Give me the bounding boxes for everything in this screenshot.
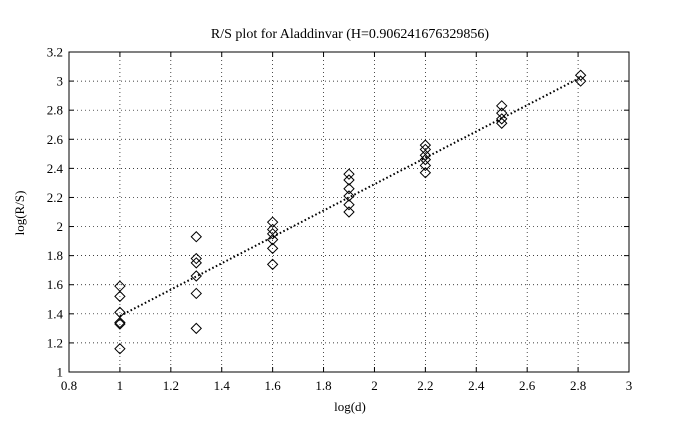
fit-line-layer — [119, 76, 582, 317]
data-point — [266, 216, 279, 228]
x-tick-label: 0.8 — [61, 378, 77, 393]
plot-frame — [68, 51, 630, 373]
data-point — [574, 69, 587, 81]
data-point — [343, 174, 355, 186]
y-tick-label: 1.2 — [47, 335, 63, 350]
y-tick-label: 2.2 — [47, 190, 63, 205]
data-point — [190, 270, 202, 282]
data-point — [574, 75, 587, 87]
x-tick-label: 2.4 — [468, 378, 485, 393]
x-tick-label: 1.4 — [214, 378, 231, 393]
data-point — [266, 258, 279, 271]
data-point — [343, 206, 355, 218]
data-point — [266, 228, 279, 240]
data-point — [190, 231, 202, 243]
y-tick-label: 2.4 — [47, 161, 64, 176]
data-point — [496, 100, 508, 112]
x-tick-label: 1.2 — [163, 378, 179, 393]
fit-line — [119, 76, 582, 317]
data-point — [419, 153, 432, 166]
y-tick-label: 3 — [57, 74, 64, 89]
data-point — [343, 190, 355, 202]
data-point — [343, 168, 355, 180]
x-tick-label: 2.2 — [417, 378, 433, 393]
y-tick-label: 3.2 — [47, 45, 63, 60]
x-tick-label: 2.6 — [519, 378, 536, 393]
data-point — [114, 290, 126, 303]
data-point — [496, 117, 508, 129]
tick-marks — [68, 51, 630, 373]
data-point — [343, 183, 355, 195]
x-tick-label: 1 — [117, 378, 124, 393]
data-point — [419, 167, 432, 179]
data-point — [343, 199, 355, 211]
grid — [69, 52, 629, 372]
data-point — [190, 252, 202, 265]
y-tick-label: 2.6 — [47, 132, 64, 147]
y-tick-label: 1.8 — [47, 248, 63, 263]
x-tick-label: 1.8 — [315, 378, 331, 393]
data-point — [266, 233, 279, 246]
data-point — [114, 280, 126, 292]
x-tick-label: 2 — [371, 378, 378, 393]
data-point — [496, 107, 508, 119]
chart-title: R/S plot for Aladdinvar (H=0.90624167632… — [211, 27, 489, 42]
x-tick-label: 1.6 — [265, 378, 282, 393]
x-tick-label: 2.8 — [570, 378, 586, 393]
y-tick-label: 2.8 — [47, 103, 63, 118]
data-point — [190, 322, 202, 335]
y-tick-label: 1.6 — [47, 277, 64, 292]
data-point — [190, 257, 202, 269]
data-point — [114, 316, 126, 329]
data-point — [419, 159, 432, 172]
data-point — [190, 287, 202, 300]
y-axis-label: log(R/S) — [12, 191, 27, 236]
x-tick-label: 3 — [626, 378, 633, 393]
y-tick-label: 1 — [57, 365, 64, 380]
y-tick-labels: 1 1.2 1.4 1.6 1.8 2 2.2 2.4 2.6 2.8 3 3.2 — [47, 45, 64, 380]
x-axis-label: log(d) — [334, 399, 366, 414]
y-tick-label: 1.4 — [47, 306, 64, 321]
data-point — [114, 318, 126, 330]
points-layer — [114, 69, 587, 355]
x-tick-labels: 0.8 1 1.2 1.4 1.6 1.8 2 2.2 2.4 2.6 2.8 3 — [61, 378, 632, 393]
data-point — [496, 113, 508, 125]
data-point — [266, 242, 279, 255]
data-point — [114, 343, 126, 355]
y-tick-label: 2 — [57, 219, 64, 234]
